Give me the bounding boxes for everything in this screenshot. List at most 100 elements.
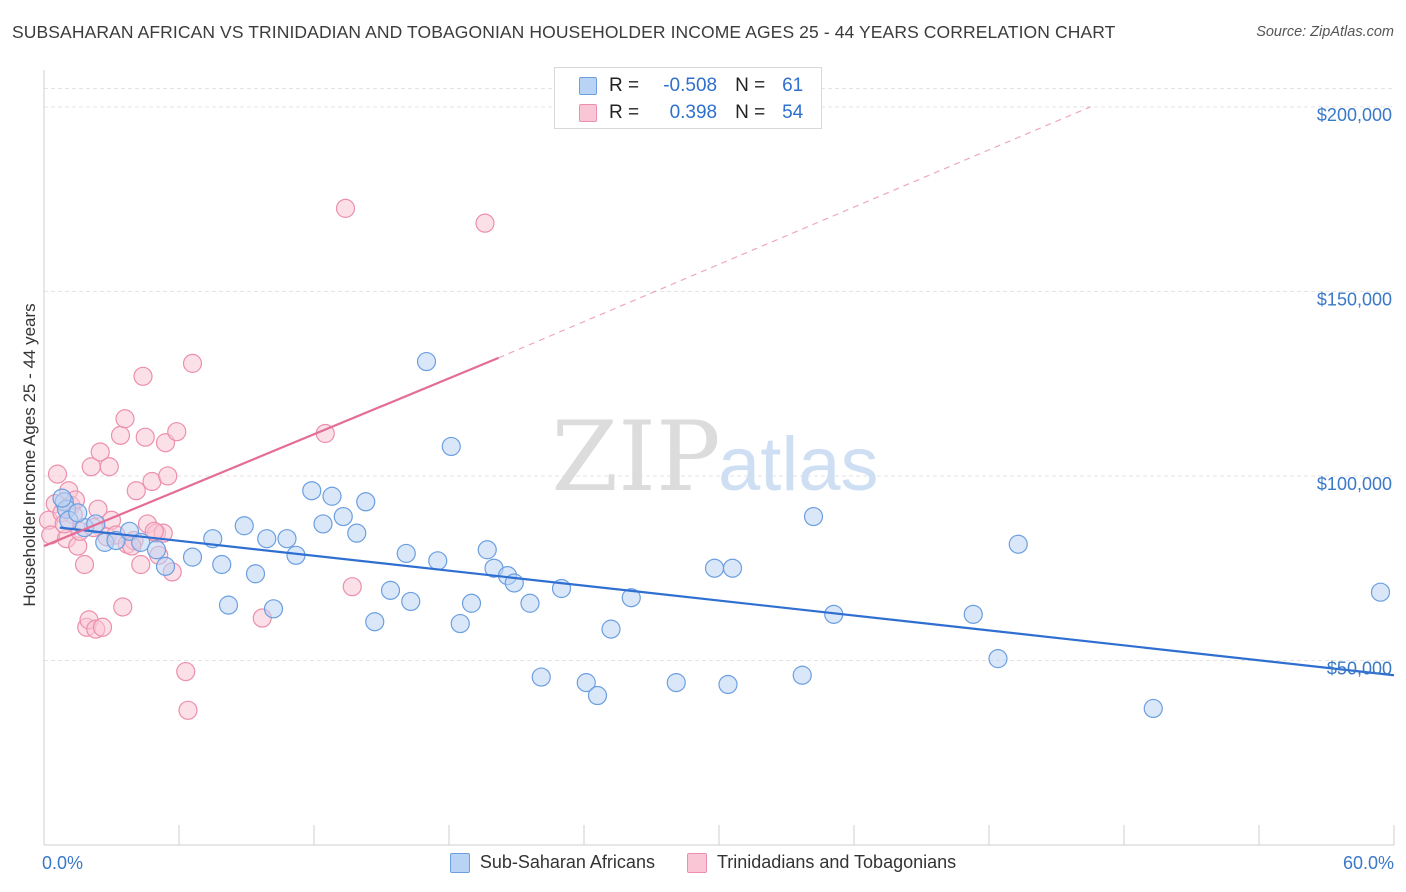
- blue-point: [356, 492, 376, 512]
- pink-point: [167, 422, 187, 442]
- pink-point: [115, 409, 135, 429]
- pink-point: [99, 457, 119, 477]
- blue-point: [263, 599, 284, 619]
- blue-point: [155, 556, 176, 576]
- watermark-atlas: atlas: [718, 422, 879, 507]
- legend-swatch-pink: [579, 104, 597, 122]
- trend-lines: [43, 106, 1395, 677]
- pink-point: [178, 700, 198, 720]
- pink-point: [113, 597, 133, 617]
- pink-point: [110, 425, 131, 445]
- blue-point: [396, 543, 416, 564]
- pink-point: [74, 554, 95, 575]
- blue-point: [722, 558, 743, 578]
- blue-point: [450, 613, 470, 634]
- pink-trend-line: [43, 356, 499, 548]
- watermark: ZIP atlas: [551, 401, 878, 513]
- source-credit: Source: ZipAtlas.com: [1256, 24, 1394, 40]
- y-tick-label: $50,000: [1327, 658, 1392, 678]
- blue-point: [380, 580, 401, 600]
- blue-point: [531, 667, 551, 687]
- pink-point: [135, 427, 155, 447]
- blue-point: [322, 486, 342, 506]
- blue-point: [218, 595, 239, 615]
- blue-point: [302, 481, 322, 501]
- blue-point: [52, 488, 72, 508]
- series-legend-item-blue: Sub-Saharan Africans: [449, 852, 655, 873]
- blue-point: [520, 593, 540, 613]
- blue-point: [792, 665, 812, 685]
- pink-point: [90, 442, 110, 462]
- blue-point: [401, 591, 421, 612]
- series-legend-label: Sub-Saharan Africans: [479, 852, 655, 872]
- x-tick-label: 60.0%: [1343, 853, 1394, 873]
- legend-row-pink: R = 0.398 N = 54: [579, 101, 803, 125]
- blue-point: [257, 529, 277, 549]
- blue-point: [1008, 534, 1028, 554]
- legend-n-value: 61: [782, 75, 804, 96]
- blue-point: [1143, 698, 1163, 719]
- blue-point: [106, 530, 126, 551]
- legend-r-label: R =: [609, 75, 640, 96]
- y-tick-label: $200,000: [1317, 105, 1392, 125]
- blue-trend-line: [59, 526, 1395, 677]
- blue-point: [333, 506, 353, 527]
- legend-r-value: 0.398: [669, 102, 718, 123]
- legend-n-value: 54: [782, 102, 804, 123]
- blue-point: [428, 551, 448, 571]
- pink-point: [182, 353, 203, 373]
- axes: [43, 70, 1395, 846]
- blue-point: [182, 547, 203, 567]
- stats-legend: R = -0.508 N = 61 R = 0.398 N = 54: [554, 67, 822, 129]
- series-swatch-blue: [449, 852, 470, 873]
- blue-series-points: [52, 351, 1391, 719]
- y-tick-labels: $50,000 $100,000 $150,000 $200,000: [1317, 105, 1392, 679]
- pink-point: [133, 366, 153, 386]
- blue-point: [146, 540, 167, 560]
- blue-point: [988, 649, 1008, 669]
- blue-point: [1370, 582, 1391, 602]
- series-legend-label: Trinidadians and Tobagonians: [716, 852, 957, 872]
- blue-point: [803, 506, 824, 527]
- series-swatch-pink: [686, 852, 707, 873]
- blue-point: [245, 564, 266, 584]
- pink-point: [92, 617, 113, 637]
- blue-point: [621, 588, 641, 608]
- blue-point: [718, 674, 738, 695]
- series-legend-item-pink: Trinidadians and Tobagonians: [686, 852, 957, 873]
- blue-point: [277, 529, 297, 549]
- chart-title: SUBSAHARAN AFRICAN VS TRINIDADIAN AND TO…: [12, 22, 1116, 42]
- blue-point: [477, 540, 497, 560]
- blue-point: [576, 673, 596, 693]
- blue-point: [587, 685, 608, 706]
- pink-point: [158, 466, 178, 486]
- y-axis-label: Householder Income Ages 25 - 44 years: [20, 303, 39, 606]
- blue-point: [416, 351, 437, 372]
- x-tick-labels: 0.0% 60.0%: [42, 853, 1394, 873]
- blue-point: [234, 516, 254, 536]
- legend-swatch-blue: [579, 77, 597, 95]
- legend-n-label: N =: [735, 102, 766, 123]
- y-tick-label: $150,000: [1317, 289, 1392, 309]
- blue-point: [68, 503, 88, 523]
- y-tick-label: $100,000: [1317, 474, 1392, 494]
- pink-point: [335, 198, 356, 218]
- blue-point: [666, 673, 686, 693]
- blue-point: [365, 612, 385, 632]
- pink-point: [475, 213, 495, 233]
- pink-point: [47, 464, 68, 484]
- blue-point: [461, 593, 482, 613]
- legend-r-value: -0.508: [663, 75, 718, 96]
- legend-row-blue: R = -0.508 N = 61: [579, 74, 803, 98]
- pink-series-points: [38, 198, 495, 720]
- legend-r-label: R =: [609, 102, 640, 123]
- blue-point: [963, 604, 983, 624]
- pink-point: [126, 481, 146, 501]
- blue-point: [704, 558, 725, 578]
- pink-point: [131, 554, 151, 575]
- blue-point: [347, 523, 367, 543]
- blue-point: [212, 554, 232, 575]
- series-legend: Sub-Saharan Africans Trinidadians and To…: [0, 852, 1406, 873]
- blue-point: [601, 619, 621, 639]
